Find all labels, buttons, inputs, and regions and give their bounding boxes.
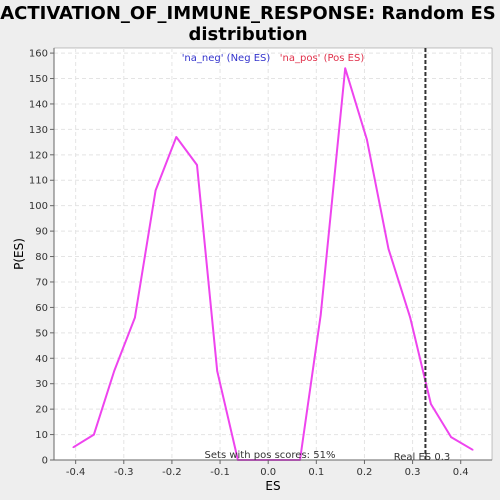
series-0-point-19 <box>471 449 474 451</box>
series-0-point-13 <box>344 67 346 70</box>
y-tick-label-9: 90 <box>35 227 48 238</box>
y-tick-label-3: 30 <box>35 379 48 390</box>
y-axis-label: P(ES) <box>12 238 26 270</box>
real-es-label: Real ES 0.3 <box>394 452 450 463</box>
y-tick-label-2: 20 <box>35 405 48 416</box>
x-tick-label-4: 0.0 <box>260 467 276 478</box>
y-tick-label-4: 40 <box>35 354 48 365</box>
x-tick-label-5: 0.1 <box>308 467 324 478</box>
y-tick-label-7: 70 <box>35 277 48 288</box>
series-0-point-12 <box>319 314 322 316</box>
series-0-point-17 <box>430 403 432 405</box>
series-0-point-0 <box>72 446 75 449</box>
series-0-point-4 <box>154 189 157 192</box>
series-0-point-7 <box>216 370 218 372</box>
x-tick-label-3: -0.1 <box>210 467 230 478</box>
series-0-point-15 <box>387 248 390 250</box>
y-tick-label-10: 100 <box>29 201 48 212</box>
x-tick-label-7: 0.3 <box>405 467 421 478</box>
chart-title-line-1: ACTIVATION_OF_IMMUNE_RESPONSE: Random ES <box>0 3 496 24</box>
legend-entry-neg: 'na_neg' (Neg ES) <box>182 53 271 64</box>
y-tick-label-14: 140 <box>29 99 48 110</box>
series-0-point-5 <box>175 136 178 138</box>
x-axis-label: ES <box>265 479 280 493</box>
series-0-point-3 <box>134 316 136 319</box>
y-tick-label-13: 130 <box>29 125 48 136</box>
axes: 0 10 20 30 40 50 60 70 80 90 100 110 120 130 140 150 160… <box>29 48 492 478</box>
series-0-point-18 <box>450 436 452 438</box>
y-tick-label-8: 80 <box>35 252 48 263</box>
x-tick-label-1: -0.3 <box>114 467 134 478</box>
legend-entry-pos: 'na_pos' (Pos ES) <box>280 53 365 64</box>
series-0-point-16 <box>409 316 411 319</box>
x-tick-label-0: -0.4 <box>66 467 86 478</box>
series-0-point-1 <box>93 433 95 436</box>
y-tick-label-0: 0 <box>42 456 48 467</box>
series-0-point-2 <box>113 370 115 372</box>
x-tick-label-8: 0.4 <box>453 467 469 478</box>
y-tick-label-12: 120 <box>29 150 48 161</box>
x-tick-label-2: -0.2 <box>162 467 182 478</box>
y-tick-label-5: 50 <box>35 328 48 339</box>
pos-scores-annotation: Sets with pos scores: 51% <box>205 450 336 461</box>
y-tick-label-6: 60 <box>35 303 48 314</box>
series-0-point-14 <box>366 138 368 141</box>
y-tick-label-16: 160 <box>29 49 48 60</box>
y-tick-label-15: 150 <box>29 74 48 85</box>
series-0-point-6 <box>196 164 198 166</box>
y-tick-label-1: 10 <box>35 430 48 441</box>
y-tick-label-11: 110 <box>29 176 48 187</box>
plot-area <box>53 47 493 461</box>
x-tick-label-6: 0.2 <box>356 467 372 478</box>
chart-title-line-2: distribution <box>188 24 307 45</box>
